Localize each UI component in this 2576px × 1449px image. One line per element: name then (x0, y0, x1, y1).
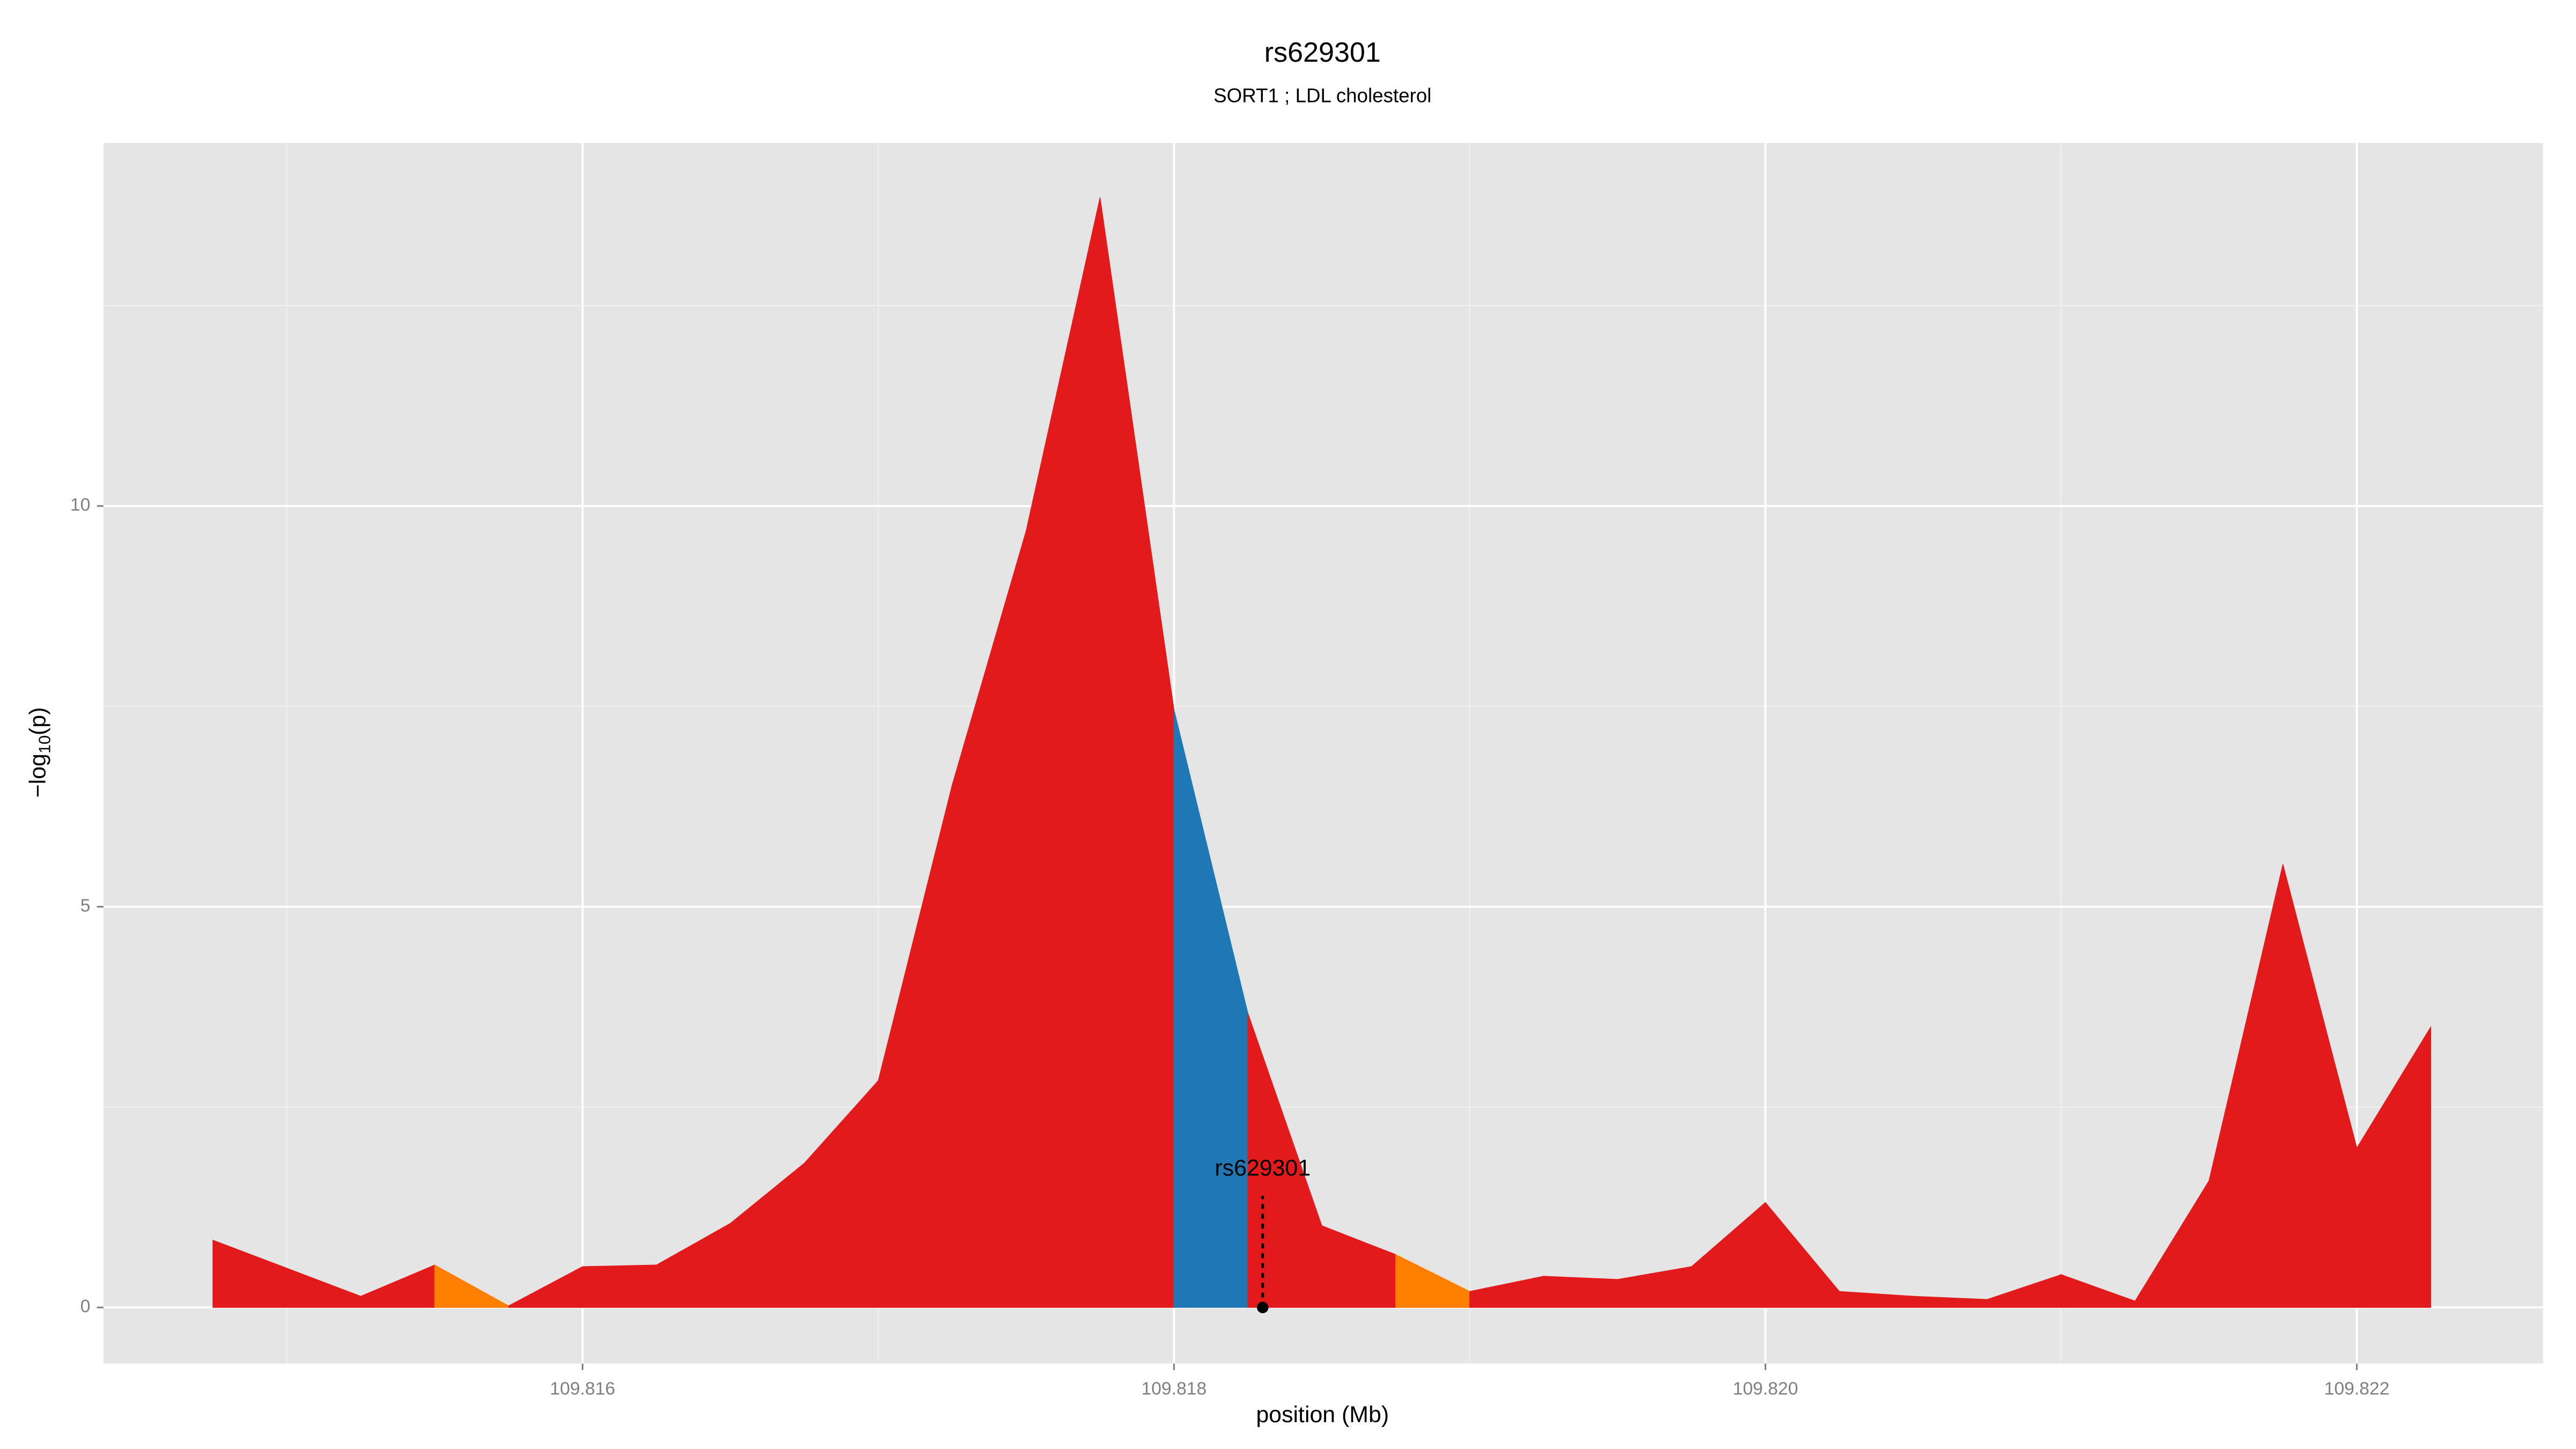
x-axis-label: position (Mb) (1256, 1402, 1389, 1428)
y-tick-label: 10 (70, 495, 90, 515)
area-segment (1543, 1276, 1618, 1308)
chart-title: rs629301 (1264, 37, 1381, 68)
y-label-prefix: −log (25, 753, 51, 797)
y-axis-label: −log10(p) (25, 707, 54, 798)
plot-panel (103, 143, 2543, 1364)
x-tick-label: 109.818 (1141, 1379, 1207, 1399)
chart-subtitle: SORT1 ; LDL cholesterol (1213, 84, 1431, 106)
area-segment (2357, 1026, 2431, 1308)
y-label-subscript: 10 (36, 735, 54, 753)
y-tick-label: 5 (80, 896, 91, 916)
y-label-suffix: (p) (25, 707, 51, 735)
x-tick-label: 109.822 (2324, 1379, 2390, 1399)
x-tick-label: 109.820 (1733, 1379, 1798, 1399)
area-segment (582, 1264, 657, 1308)
x-tick-label: 109.816 (550, 1379, 616, 1399)
annotation-label: rs629301 (1215, 1155, 1311, 1181)
y-tick-label: 0 (80, 1297, 91, 1316)
annotation-point (1257, 1301, 1269, 1313)
